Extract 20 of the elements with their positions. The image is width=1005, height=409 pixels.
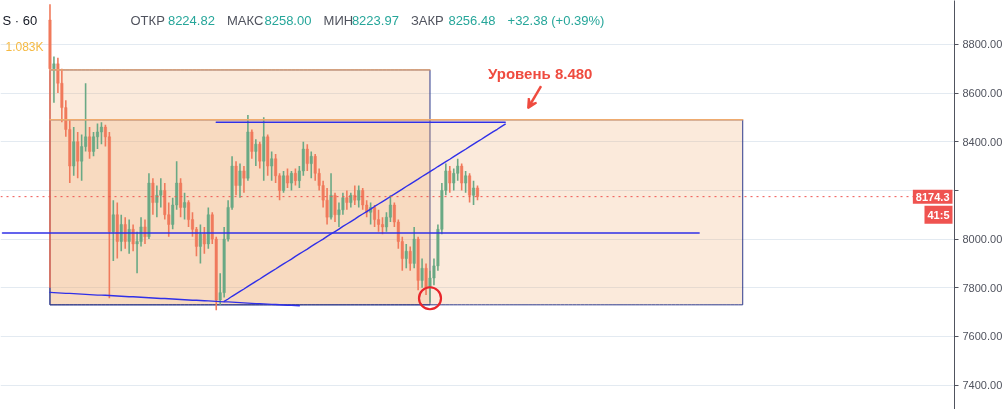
annotation: ОТКР <box>130 13 165 28</box>
annotation: +32.38 (+0.39%) <box>507 13 605 28</box>
text: S · 60 <box>2 13 38 28</box>
annotation: 1.083K <box>5 39 44 54</box>
ref-line-label: 8174.3 <box>915 190 950 203</box>
annotation: ЗАКР <box>411 13 444 28</box>
y-tick-label: 8000.00 <box>962 233 1003 246</box>
annotation: 8256.48 <box>448 13 496 28</box>
annotation: МАКС <box>227 13 264 28</box>
annotation: Уровень 8.480 <box>487 64 593 82</box>
y-tick-label: 8800.00 <box>962 38 1003 51</box>
y-tick-label: 8400.00 <box>962 135 1003 148</box>
annotation: 8258.00 <box>264 13 312 28</box>
annotation: 8224.82 <box>167 13 215 28</box>
annotation: 8223.97 <box>351 13 399 28</box>
y-tick-label: 7800.00 <box>962 281 1003 294</box>
y-tick-label: 7600.00 <box>962 330 1003 343</box>
y-tick-label: 8600.00 <box>962 87 1003 100</box>
y-tick-label: 7400.00 <box>962 379 1003 392</box>
annotation: 41:5 <box>927 208 950 221</box>
